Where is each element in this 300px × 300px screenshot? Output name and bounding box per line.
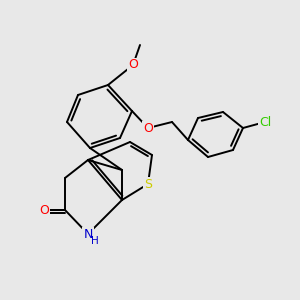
Text: H: H xyxy=(91,236,99,246)
Text: N: N xyxy=(83,227,93,241)
Text: S: S xyxy=(144,178,152,190)
Text: O: O xyxy=(143,122,153,134)
Text: O: O xyxy=(39,203,49,217)
Text: O: O xyxy=(128,58,138,71)
Text: Cl: Cl xyxy=(259,116,271,128)
